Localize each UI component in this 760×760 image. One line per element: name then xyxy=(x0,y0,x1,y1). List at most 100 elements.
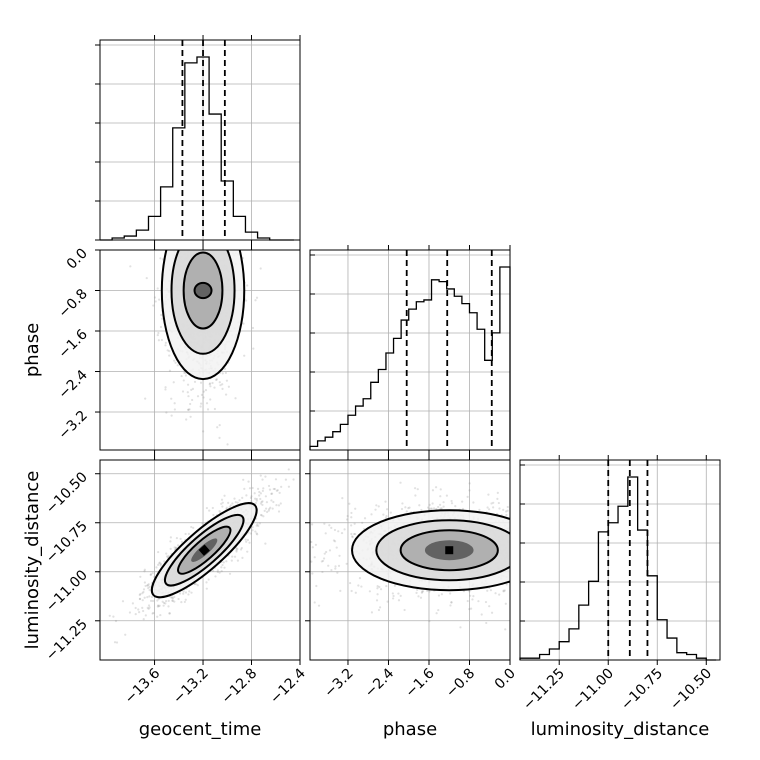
sample-point xyxy=(200,159,202,161)
sample-point xyxy=(143,581,146,584)
sample-point xyxy=(497,501,500,505)
sample-point xyxy=(469,594,472,597)
sample-point xyxy=(551,548,553,550)
sample-point xyxy=(251,486,254,490)
sample-point xyxy=(242,322,245,325)
sample-point xyxy=(151,612,154,615)
sample-point xyxy=(514,545,516,547)
sample-point xyxy=(555,557,557,559)
sample-point xyxy=(218,244,220,246)
sample-point xyxy=(193,246,195,248)
sample-point xyxy=(207,217,209,219)
sample-point xyxy=(466,599,469,603)
sample-point xyxy=(187,532,190,536)
sample-point xyxy=(241,556,244,559)
sample-point xyxy=(180,374,183,378)
sample-point xyxy=(261,500,264,503)
sample-point xyxy=(375,504,378,507)
sample-point xyxy=(190,195,192,197)
x-tick-label: −10.75 xyxy=(618,666,666,714)
sample-point xyxy=(204,223,206,225)
sample-point xyxy=(539,558,541,560)
panel-frame xyxy=(99,249,301,451)
sample-point xyxy=(182,379,185,382)
sample-point xyxy=(210,221,212,223)
sample-point xyxy=(175,536,178,540)
sample-point xyxy=(144,397,147,400)
sample-point xyxy=(386,600,389,603)
sample-point xyxy=(552,579,554,581)
sample-point xyxy=(220,228,222,230)
sample-point xyxy=(554,575,556,577)
sample-point xyxy=(195,181,197,183)
histogram-step xyxy=(519,476,717,661)
sample-point xyxy=(221,217,223,219)
sample-point xyxy=(512,593,514,595)
sample-point xyxy=(517,574,519,576)
sample-point xyxy=(490,502,493,505)
sample-point xyxy=(171,596,174,599)
scatter-geocent_time-vs-luminosity_distance: −13.6 −13.2 −12.8 −12.4 −11.25−11.00−10.75−1… xyxy=(43,455,309,707)
sample-point xyxy=(564,566,566,568)
sample-point xyxy=(376,584,379,588)
sample-point xyxy=(157,598,160,601)
sample-point xyxy=(143,568,146,571)
sample-point xyxy=(174,361,177,364)
sample-point xyxy=(160,313,163,317)
sample-point xyxy=(185,241,187,243)
x-tick-label: −1.6 xyxy=(402,665,437,700)
sample-point xyxy=(437,608,440,612)
sample-point xyxy=(218,436,221,439)
sample-point xyxy=(264,475,267,478)
sample-point xyxy=(546,537,548,539)
sample-point xyxy=(545,531,547,533)
y-tick-label: −3.2 xyxy=(55,408,90,443)
sample-point xyxy=(195,215,197,217)
sample-point xyxy=(184,598,187,601)
sample-point xyxy=(516,537,518,539)
sample-point xyxy=(233,555,237,558)
sample-point xyxy=(385,508,389,511)
sample-point xyxy=(217,234,219,236)
sample-point xyxy=(370,513,373,516)
sample-point xyxy=(195,583,198,586)
sample-point xyxy=(552,568,554,570)
sample-point xyxy=(168,212,170,214)
sample-point xyxy=(204,389,208,392)
sample-point xyxy=(193,215,195,217)
sample-point xyxy=(221,501,224,504)
sample-point xyxy=(468,482,471,485)
sample-point xyxy=(542,536,544,538)
sample-point xyxy=(248,541,251,544)
sample-point xyxy=(190,388,193,391)
sample-point xyxy=(431,489,435,492)
sample-point xyxy=(459,626,462,629)
sample-point xyxy=(208,216,210,218)
sample-point xyxy=(166,232,168,234)
sample-point xyxy=(553,544,555,546)
sample-point xyxy=(146,584,149,587)
sample-point xyxy=(200,236,202,238)
sample-point xyxy=(180,540,184,543)
sample-point xyxy=(350,524,353,527)
sample-point xyxy=(208,382,212,385)
sample-point xyxy=(541,563,543,565)
sample-point xyxy=(216,219,218,221)
sample-point xyxy=(392,594,395,598)
sample-point xyxy=(254,497,257,500)
sample-point xyxy=(434,486,438,489)
sample-point xyxy=(157,331,160,335)
sample-point xyxy=(209,241,211,243)
sample-point xyxy=(201,216,203,218)
sample-point xyxy=(550,559,552,561)
x-tick-label: −2.4 xyxy=(362,665,397,700)
sample-point xyxy=(141,592,144,595)
sample-point xyxy=(179,229,181,231)
sample-point xyxy=(255,497,258,501)
sample-point xyxy=(208,224,210,226)
sample-point xyxy=(450,499,453,503)
sample-point xyxy=(385,514,388,518)
sample-point xyxy=(403,608,406,612)
sample-point xyxy=(343,528,346,531)
